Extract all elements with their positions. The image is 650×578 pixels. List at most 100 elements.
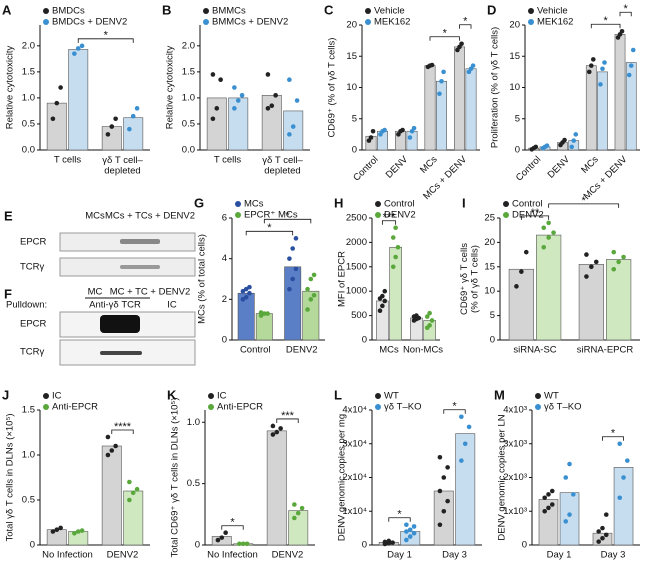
data-point [437, 522, 443, 528]
pulldown-name: IC [167, 300, 177, 311]
y-tick-label: 0.5 [182, 118, 195, 129]
data-point [584, 274, 589, 279]
significance-label: *** [281, 410, 295, 422]
chart-panel: D 0 5 10 15 20 Proliferation (% of γδ T cells)… [487, 2, 640, 202]
legend-marker [503, 212, 509, 218]
data-point [293, 266, 299, 272]
data-point [287, 286, 292, 292]
y-tick-label: 15 [346, 51, 357, 62]
x-tick-label: Day 3 [442, 550, 467, 561]
bar [559, 492, 580, 546]
data-point [393, 254, 398, 260]
legend-marker [235, 212, 241, 218]
data-point [390, 264, 396, 270]
data-point [546, 220, 551, 226]
data-point [542, 495, 547, 501]
data-point [544, 143, 550, 148]
y-tick-label: 2.0 [182, 40, 195, 51]
legend-label: IC [217, 391, 227, 402]
y-tick-label: 1.0 [22, 92, 35, 103]
data-point [270, 432, 276, 437]
blot-band [120, 239, 160, 244]
data-point [290, 246, 295, 251]
legend-label: MEK162 [537, 17, 573, 28]
data-point [441, 475, 447, 480]
bar [46, 102, 67, 151]
significance-label: * [452, 401, 457, 413]
data-point [130, 490, 136, 496]
significance-bracket [221, 525, 244, 530]
y-tick-label: 10 [484, 286, 495, 297]
data-point [562, 137, 567, 143]
legend-marker [43, 19, 49, 25]
data-point [611, 266, 617, 272]
data-point [603, 512, 609, 517]
data-point [441, 508, 447, 514]
x-tick-label: Control [351, 154, 380, 183]
y-tick-label: 0.0 [22, 145, 35, 156]
data-point [54, 527, 60, 532]
x-tick-label: No Infection [207, 550, 258, 561]
data-point [258, 310, 264, 315]
x-tick-label: Day 3 [601, 550, 626, 561]
legend-label: WT [384, 391, 399, 402]
significance-label: * [285, 210, 290, 222]
panel-label: L [334, 387, 342, 402]
legend-label: BMDCs + DENV2 [52, 17, 127, 28]
data-point [541, 244, 547, 250]
legend-label: Control [512, 199, 543, 210]
data-point [445, 498, 450, 504]
data-point [573, 132, 579, 137]
data-point [290, 276, 295, 282]
data-point [616, 259, 621, 265]
legend-label: WT [544, 391, 559, 402]
legend-label: DENV2 [512, 210, 544, 221]
data-point [134, 486, 140, 492]
x-tick-label: MCs [379, 345, 399, 356]
data-point [514, 284, 519, 289]
data-point [273, 93, 278, 98]
data-point [400, 127, 405, 133]
bar [266, 430, 287, 546]
data-point [549, 488, 555, 494]
bar [206, 97, 227, 151]
legend-label: Vehicle [374, 6, 405, 17]
data-point [240, 541, 246, 547]
data-point [628, 63, 634, 68]
y-tick-label: 3x10³ [503, 438, 527, 449]
data-point [305, 307, 310, 312]
data-point [603, 532, 609, 538]
data-point [404, 522, 409, 528]
data-point [75, 46, 81, 51]
bar [455, 433, 476, 546]
bar [302, 290, 320, 341]
data-point [299, 505, 305, 511]
x-tick-label: DENV [384, 154, 411, 181]
data-point [441, 69, 446, 75]
x-tick-label: Day 1 [387, 550, 412, 561]
y-tick-label: 0 [515, 145, 520, 156]
data-point [113, 443, 118, 449]
x-tick-label: siRNA-EPCR [577, 345, 634, 356]
bar [585, 65, 597, 151]
significance-bracket [245, 230, 294, 236]
panel-label: I [462, 195, 466, 210]
y-tick-label: 500 [351, 310, 367, 321]
x-tick-label: γδ T cell– depleted [262, 155, 303, 176]
data-point [424, 314, 430, 319]
bar [283, 110, 304, 151]
data-point [598, 82, 603, 87]
data-point [232, 106, 237, 111]
bar [101, 445, 122, 546]
bar [237, 292, 255, 341]
y-tick-label: 1x10³ [503, 506, 527, 517]
data-point [308, 297, 314, 302]
y-tick-label: 2x10³ [503, 472, 527, 483]
data-point [270, 423, 276, 429]
legend-marker [365, 19, 371, 25]
data-point [377, 308, 383, 314]
data-point [439, 78, 444, 84]
data-point [287, 77, 292, 82]
bar [406, 130, 418, 151]
data-point [533, 144, 539, 150]
